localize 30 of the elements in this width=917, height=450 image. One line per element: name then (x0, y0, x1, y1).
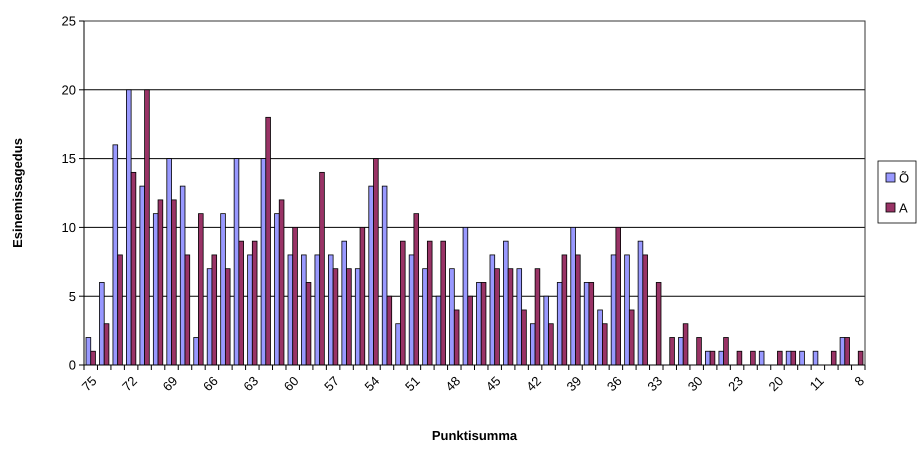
x-tick-label: 48 (442, 373, 464, 394)
x-tick-label: 39 (564, 373, 584, 394)
legend-label: A (899, 200, 908, 216)
x-axis-title: Punktisumma (432, 428, 518, 443)
x-tick-label: 69 (160, 373, 180, 394)
y-axis-title: Esinemissagedus (10, 138, 25, 248)
y-tick-label: 15 (62, 151, 76, 166)
x-tick-label: 51 (402, 373, 423, 394)
x-tick-label: 30 (684, 373, 706, 394)
x-tick-label: 72 (119, 373, 140, 394)
x-tick-label: 57 (321, 373, 342, 394)
x-tick-label: 33 (644, 373, 666, 394)
x-tick-label: 54 (362, 373, 382, 394)
x-tick-label: 8 (851, 373, 868, 390)
y-tick-label: 10 (62, 220, 76, 235)
y-tick-label: 20 (62, 82, 76, 98)
x-tick-label: 20 (766, 373, 786, 394)
y-tick-label: 0 (68, 358, 76, 373)
y-tick-label: 25 (62, 14, 76, 29)
x-tick-label: 36 (604, 373, 625, 394)
x-tick-label: 60 (280, 373, 302, 394)
x-tick-label: 42 (523, 373, 544, 394)
x-tick-label: 75 (78, 373, 100, 394)
y-tick-label: 5 (68, 288, 76, 304)
x-tick-label: 45 (482, 373, 504, 394)
x-tick-label: 23 (725, 373, 746, 394)
x-tick-label: 11 (806, 373, 827, 394)
legend-label: Õ (899, 170, 910, 186)
x-tick-label: 66 (200, 373, 221, 394)
x-tick-label: 63 (240, 373, 262, 394)
